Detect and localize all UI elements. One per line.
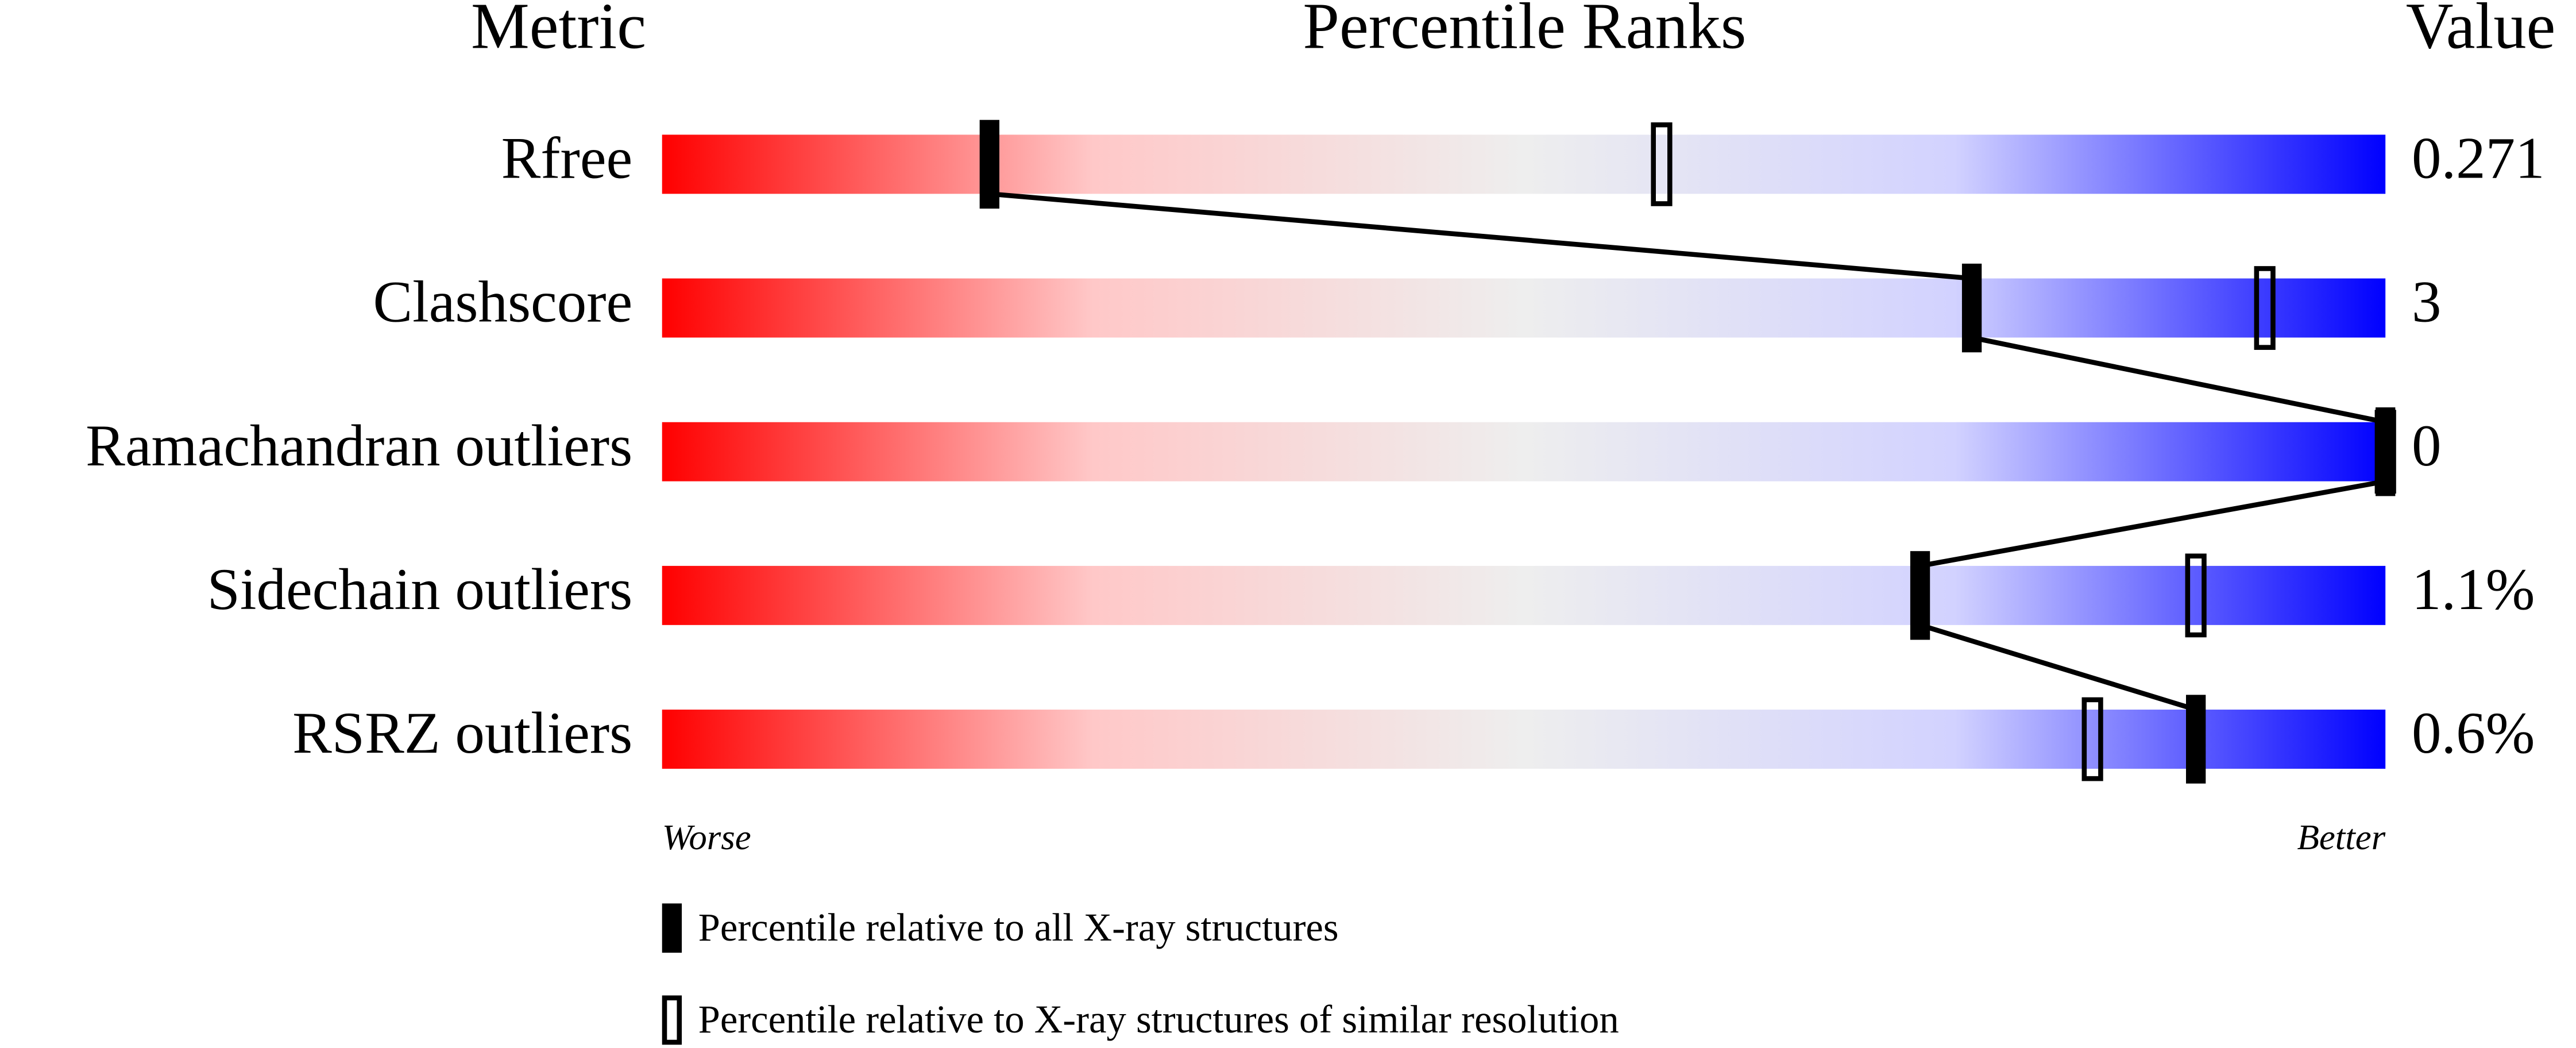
percentile-marker <box>979 120 999 209</box>
similar-resolution-marker <box>2254 266 2276 350</box>
connector-line <box>1919 622 2197 712</box>
percentile-marker <box>1961 263 1982 353</box>
worse-label: Worse <box>662 817 751 857</box>
better-label: Better <box>2297 817 2385 857</box>
slider-bar <box>662 134 2386 194</box>
similar-resolution-marker <box>2081 697 2103 781</box>
similar-resolution-marker <box>2185 553 2207 638</box>
metric-label: Sidechain outliers <box>207 557 633 622</box>
percentile-marker <box>2376 407 2396 496</box>
slider-bar <box>662 278 2386 338</box>
metric-label: Clashscore <box>373 269 632 335</box>
percentile-marker <box>1910 551 1930 640</box>
slider-bar <box>662 565 2386 625</box>
metric-label: Rfree <box>501 126 633 191</box>
legend-swatch <box>662 903 682 953</box>
metric-label: Ramachandran outliers <box>86 413 632 479</box>
connector-line <box>989 191 1972 281</box>
similar-resolution-marker <box>1651 122 1673 206</box>
ranks-header: Percentile Ranks <box>1303 0 1746 62</box>
metric-value: 0 <box>2412 413 2441 479</box>
metric-value: 1.1% <box>2412 557 2535 622</box>
value-header: Value <box>2406 0 2555 62</box>
legend-label: Percentile relative to all X-ray structu… <box>698 906 1339 949</box>
legend-swatch <box>662 995 682 1045</box>
metric-label: RSRZ outliers <box>292 700 632 766</box>
metric-value: 0.271 <box>2412 126 2545 191</box>
connector-line <box>1971 335 2386 425</box>
slider-bar <box>662 422 2386 481</box>
legend-label: Percentile relative to X-ray structures … <box>698 997 1619 1041</box>
slider-bar <box>662 710 2386 769</box>
metric-header: Metric <box>471 0 646 62</box>
metric-value: 0.6% <box>2412 700 2535 766</box>
percentile-marker <box>2185 695 2206 784</box>
connector-line <box>1920 479 2386 569</box>
metric-value: 3 <box>2412 269 2441 335</box>
